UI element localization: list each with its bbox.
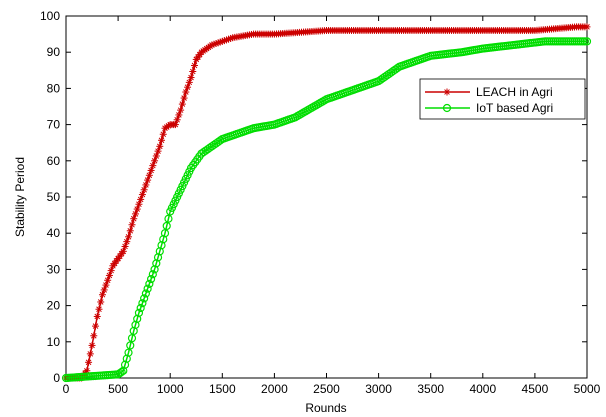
data-point — [134, 308, 144, 317]
data-point — [88, 341, 96, 349]
y-tick-label: 50 — [47, 190, 61, 204]
data-point — [160, 229, 170, 238]
data-point — [126, 227, 134, 235]
legend-marker — [442, 103, 452, 113]
data-point — [187, 74, 195, 82]
data-point — [86, 350, 94, 358]
data-point — [177, 106, 185, 114]
y-tick-label: 20 — [47, 299, 61, 313]
data-point — [143, 284, 152, 293]
y-tick-label: 0 — [53, 371, 60, 385]
y-tick-label: 80 — [47, 81, 61, 95]
y-tick-label: 100 — [40, 9, 60, 23]
legend: LEACH in Agri IoT based Agri — [419, 78, 586, 120]
x-tick-label: 5000 — [574, 382, 601, 396]
data-point — [583, 23, 591, 31]
data-point — [100, 286, 108, 294]
data-point — [107, 267, 115, 275]
data-point — [95, 305, 103, 313]
data-point — [156, 142, 164, 150]
data-point — [185, 78, 193, 86]
data-point — [159, 130, 167, 138]
x-tick-label: 4500 — [522, 382, 549, 396]
x-tick-label: 3000 — [365, 382, 392, 396]
x-axis: 0 500 1000 1500 2000 2500 3000 3500 4000 4500 5000 — [63, 16, 601, 396]
data-point — [146, 274, 156, 284]
data-point — [117, 367, 126, 377]
x-tick-label: 4000 — [469, 382, 496, 396]
y-tick-label: 40 — [47, 226, 61, 240]
y-axis-label: Stability Period — [13, 157, 27, 237]
legend-label: LEACH in Agri — [476, 85, 553, 99]
data-point — [154, 147, 162, 155]
data-point — [128, 221, 136, 229]
legend-box — [419, 78, 586, 120]
series-layer — [61, 23, 592, 383]
data-point — [162, 221, 171, 231]
data-point — [93, 312, 101, 320]
data-point — [189, 68, 197, 76]
y-tick-label: 10 — [47, 335, 61, 349]
data-point — [582, 37, 592, 46]
y-tick-label: 90 — [47, 45, 61, 59]
x-tick-label: 3500 — [417, 382, 444, 396]
plot-area — [65, 15, 588, 379]
data-point — [124, 348, 133, 357]
x-tick-label: 2500 — [313, 382, 340, 396]
data-point — [178, 100, 186, 108]
data-point — [164, 214, 173, 223]
data-point — [148, 270, 157, 279]
data-point — [140, 294, 149, 303]
data-point — [85, 358, 93, 366]
data-point — [191, 61, 199, 69]
legend-label: IoT based Agri — [476, 101, 553, 115]
x-tick-label: 1500 — [209, 382, 236, 396]
data-point — [180, 94, 188, 102]
x-tick-label: 500 — [108, 382, 128, 396]
data-point — [133, 205, 141, 213]
data-point — [97, 298, 105, 306]
data-point — [92, 322, 100, 330]
y-tick-label: 30 — [47, 262, 61, 276]
y-axis: 0 10 20 30 40 50 60 70 80 90 100 — [40, 9, 587, 385]
data-point — [141, 289, 150, 298]
series-1 — [61, 37, 592, 383]
data-point — [125, 233, 133, 241]
data-point — [140, 186, 148, 194]
legend-marker — [443, 88, 451, 96]
x-tick-label: 2000 — [261, 382, 288, 396]
data-point — [136, 303, 145, 313]
data-point — [138, 299, 147, 308]
y-tick-label: 60 — [47, 154, 61, 168]
data-point — [145, 279, 154, 288]
data-point — [127, 334, 137, 343]
series-0 — [62, 23, 591, 382]
data-point — [90, 332, 98, 340]
x-tick-label: 0 — [63, 382, 70, 396]
data-point — [126, 341, 135, 350]
x-axis-label: Rounds — [305, 401, 346, 415]
data-point — [173, 116, 181, 124]
data-point — [158, 136, 166, 144]
y-tick-label: 70 — [47, 118, 61, 132]
x-tick-label: 1000 — [157, 382, 184, 396]
